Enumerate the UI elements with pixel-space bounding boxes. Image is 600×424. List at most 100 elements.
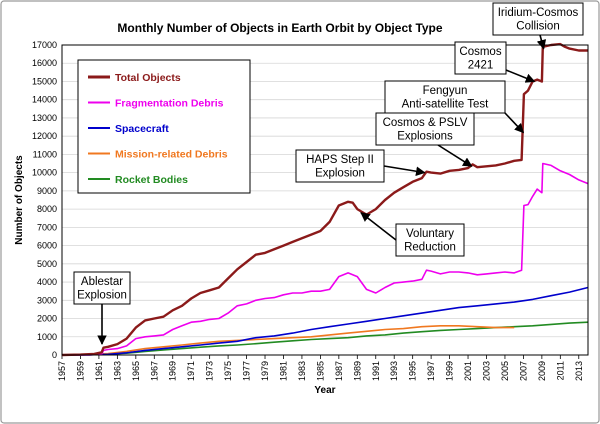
legend-box [77, 59, 251, 194]
y-tick-label: 16000 [32, 58, 57, 68]
x-tick-label: 2001 [463, 361, 473, 381]
annotation-text: Voluntary [406, 228, 454, 240]
annotation-text: Collision [516, 21, 559, 33]
annotation-arrow [505, 69, 536, 83]
x-tick-label: 1957 [57, 361, 67, 381]
x-tick-label: 2011 [555, 361, 565, 380]
legend-entry: Fragmentation Debris [115, 98, 224, 110]
x-tick-label: 1993 [389, 361, 399, 381]
annotation-arrow [536, 34, 547, 50]
annotation-box [73, 271, 131, 305]
y-tick-label: 9000 [37, 186, 57, 196]
annotation-text: Explosion [315, 168, 365, 180]
annotation-iridium: Iridium-Cosmos Collision [492, 2, 584, 50]
x-tick-label: 1979 [260, 361, 270, 381]
annotation-text: HAPS Step II [306, 154, 374, 166]
plot-area-border [61, 44, 589, 356]
annotation-box [384, 80, 506, 114]
y-tick-label: 6000 [37, 241, 57, 251]
series-line-total-objects [61, 42, 588, 357]
annotation-box [375, 112, 475, 146]
y-tick-label: 4000 [37, 277, 57, 287]
x-tick-label: 1965 [131, 361, 141, 381]
y-axis-label: Number of Objects [14, 155, 25, 245]
y-tick-label: 0 [52, 350, 57, 360]
x-tick-label: 2007 [518, 361, 528, 381]
y-tick-label: 5000 [37, 259, 57, 269]
y-tick-label: 13000 [32, 113, 57, 123]
x-tick-label: 1991 [371, 361, 381, 381]
y-tick-label: 8000 [37, 204, 57, 214]
y-tick-label: 12000 [32, 131, 57, 141]
annotation-text: Explosions [397, 131, 453, 143]
x-tick-label: 1997 [426, 361, 436, 381]
x-tick-label: 1985 [315, 361, 325, 381]
annotation-arrow [383, 165, 426, 176]
annotation-text: Cosmos [459, 46, 501, 58]
annotation-box [454, 41, 507, 75]
legend-entry: Mission-related Debris [115, 149, 228, 161]
x-tick-label: 1977 [242, 361, 252, 381]
legend-entry: Total Objects [115, 72, 181, 84]
series-line-fragmentation-debris [62, 162, 589, 356]
series-line-spacecraft [61, 286, 589, 356]
x-tick-label: 1975 [223, 361, 233, 381]
annotation-text: 2421 [468, 60, 494, 72]
x-axis-label: Year [314, 385, 335, 396]
x-tick-label: 1963 [112, 361, 122, 381]
annotation-text: Explosion [77, 290, 127, 302]
x-tick-label: 1971 [186, 361, 196, 381]
x-tick-labels: 1957 1959 1961 1963 1965 1967 1969 1971 1973 1975… [57, 355, 584, 381]
legend-entry: Rocket Bodies [115, 174, 188, 186]
annotation-arrow [437, 144, 473, 167]
legend: Total Objects Fragmentation Debris Spacecr… [77, 59, 251, 194]
annotation-cosmos-pslv: Cosmos & PSLV Explosions [375, 112, 475, 167]
y-tick-labels: 0 1000 2000 3000 4000 5000 6000 7000 8000 9000 100… [32, 40, 57, 360]
x-tick-label: 1999 [445, 361, 455, 381]
annotation-text: Anti-satellite Test [402, 99, 490, 111]
x-tick-label: 1973 [205, 361, 215, 381]
annotation-arrow [504, 112, 525, 134]
y-tick-label: 14000 [32, 95, 57, 105]
annotation-box [395, 223, 465, 257]
annotation-ablestar: Ablestar Explosion [73, 271, 131, 345]
y-tick-label: 3000 [37, 295, 57, 305]
x-tick-label: 1959 [75, 361, 85, 381]
annotation-text: Fengyun [423, 85, 468, 97]
annotation-haps: HAPS Step II Explosion [295, 149, 426, 183]
x-tick-label: 1995 [408, 361, 418, 381]
annotation-box [492, 2, 584, 36]
x-tick-label: 1989 [352, 361, 362, 381]
annotation-fengyun: Fengyun Anti-satellite Test [384, 80, 525, 134]
y-tick-label: 2000 [37, 314, 57, 324]
x-tick-label: 2003 [481, 361, 491, 381]
annotation-box [295, 149, 385, 183]
annotation-text: Cosmos & PSLV [383, 117, 468, 129]
y-tick-label: 1000 [37, 332, 57, 342]
x-tick-label: 1983 [297, 361, 307, 381]
x-tick-label: 1961 [94, 361, 104, 381]
annotation-arrow [360, 212, 397, 241]
series-group [61, 42, 589, 357]
x-tick-label: 1987 [334, 361, 344, 381]
y-tick-label: 7000 [37, 222, 57, 232]
x-tick-label: 1981 [278, 361, 288, 381]
annotation-text: Ablestar [81, 276, 123, 288]
chart-title: Monthly Number of Objects in Earth Orbit… [117, 21, 442, 35]
y-tick-label: 17000 [32, 40, 57, 50]
annotation-cosmos2421: Cosmos 2421 [454, 41, 536, 83]
y-tick-label: 10000 [32, 168, 57, 178]
legend-entry: Spacecraft [115, 123, 169, 135]
x-tick-label: 1969 [168, 361, 178, 381]
annotations: Ablestar Explosion HAPS Step II Explosion Vo… [73, 2, 584, 345]
y-tick-label: 11000 [33, 149, 57, 159]
annotation-text: Iridium-Cosmos [498, 7, 579, 19]
series-line-mission-related-debris [61, 325, 515, 356]
annotation-voluntary: Voluntary Reduction [360, 212, 465, 257]
x-tick-label: 1967 [149, 361, 159, 381]
x-tick-label: 2005 [500, 361, 510, 381]
y-tick-label: 15000 [32, 76, 57, 86]
annotation-text: Reduction [404, 242, 456, 254]
